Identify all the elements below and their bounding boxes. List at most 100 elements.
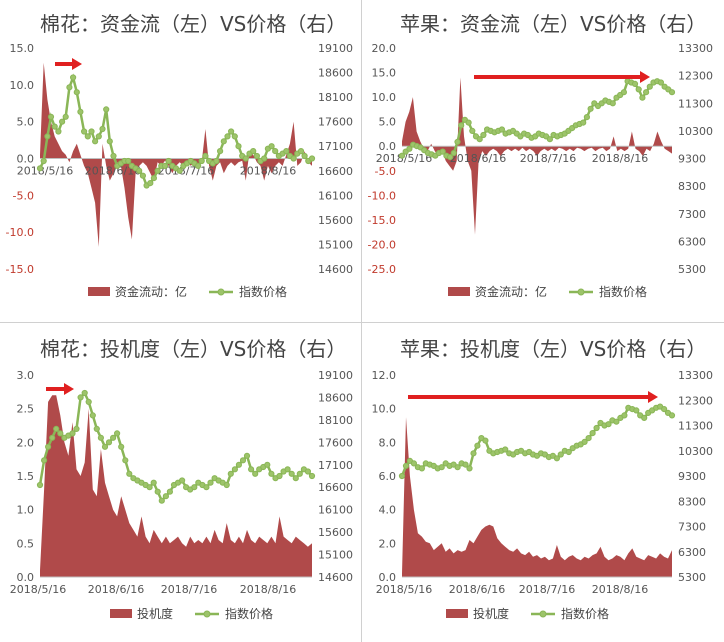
price-point <box>447 154 454 161</box>
price-point <box>235 461 242 468</box>
price-point <box>668 412 676 419</box>
right-axis-tick-label: 16600 <box>318 165 353 178</box>
trend-arrow-head <box>72 58 82 70</box>
horizontal-divider <box>0 322 724 323</box>
price-point <box>580 119 587 126</box>
left-axis-tick-label: 2.0 <box>17 436 35 449</box>
trend-arrow-head <box>640 71 650 83</box>
cotton-fund-flow-chart: 15.0 10.0 5.0 0.0 -5.0 -10.0 -15.0 19100 18600 18… <box>6 42 353 299</box>
legend-label-area: 投机度 <box>137 606 173 621</box>
price-point <box>410 460 418 467</box>
legend-swatch-marker <box>203 610 211 618</box>
price-point <box>402 462 410 469</box>
price-point <box>290 155 297 162</box>
price-point <box>546 136 553 143</box>
price-point <box>207 479 214 486</box>
price-point <box>231 466 238 473</box>
chart-title-apple-flow: 苹果：资金流（左）VS价格（右） <box>400 12 707 36</box>
price-point <box>482 437 489 444</box>
price-point <box>458 122 465 129</box>
price-point <box>635 86 642 93</box>
price-point <box>73 425 80 433</box>
price-point <box>179 477 186 484</box>
price-point <box>158 497 165 504</box>
price-point <box>450 149 457 157</box>
price-point <box>613 418 620 425</box>
right-axis-tick-label: 16600 <box>318 481 353 494</box>
legend-label-line: 指数价格 <box>599 284 647 299</box>
price-point <box>220 138 227 145</box>
price-point <box>308 472 316 480</box>
legend-label-line: 指数价格 <box>239 284 287 299</box>
price-point <box>110 152 117 160</box>
price-point <box>406 145 413 152</box>
price-point <box>101 443 109 450</box>
left-axis-tick-label: -15.0 <box>6 263 34 276</box>
price-point <box>235 143 242 150</box>
price-point <box>97 434 105 441</box>
area-series-投机度 <box>40 395 312 577</box>
price-point <box>154 488 161 495</box>
price-point <box>476 136 483 143</box>
price-point <box>66 84 73 91</box>
left-axis-tick-label: 0.0 <box>17 153 35 166</box>
price-point <box>268 470 275 477</box>
legend-swatch-area <box>110 609 132 618</box>
left-axis-tick-label: -10.0 <box>6 226 34 239</box>
x-axis-tick-label: 2018/6/16 <box>449 583 505 596</box>
price-point <box>633 407 640 414</box>
price-point <box>557 451 564 458</box>
price-point <box>95 133 102 140</box>
price-point <box>418 465 426 472</box>
price-point <box>84 133 91 140</box>
price-point <box>81 128 88 135</box>
right-axis-tick-label: 18100 <box>318 414 353 427</box>
right-axis-tick-label: 6300 <box>678 235 706 248</box>
price-point <box>620 89 627 96</box>
price-point <box>202 152 209 160</box>
price-point <box>93 425 100 433</box>
apple-fund-flow-chart: 20.0 15.0 10.0 5.0 0.0 -5.0 -10.0 -15.0 -20.0 -25… <box>368 42 713 299</box>
right-axis-tick-label: 6300 <box>678 546 706 559</box>
x-axis-tick-label: 2018/5/16 <box>376 152 432 165</box>
price-point <box>77 108 84 115</box>
price-point <box>203 484 210 491</box>
price-point <box>36 165 44 172</box>
trend-arrow-head <box>648 391 658 403</box>
price-point <box>198 157 205 165</box>
price-point <box>480 131 487 139</box>
left-axis-tick-label: 1.5 <box>17 470 35 483</box>
left-axis-tick-label: 15.0 <box>10 42 35 55</box>
x-axis-tick-label: 2018/6/16 <box>88 583 144 596</box>
right-axis-tick-label: 12300 <box>678 394 713 407</box>
price-point <box>272 148 279 155</box>
right-axis-tick-label: 17600 <box>318 436 353 449</box>
price-point <box>110 434 117 441</box>
price-point <box>276 472 283 480</box>
legend-label-area: 资金流动：亿 <box>475 284 547 299</box>
right-axis-tick-label: 13300 <box>678 369 713 382</box>
right-axis-tick-label: 11300 <box>678 97 713 110</box>
chart-title-cotton-spec: 棉花：投机度（左）VS价格（右） <box>40 337 347 361</box>
legend-label-area: 资金流动：亿 <box>115 284 187 299</box>
right-axis-tick-label: 13300 <box>678 42 713 55</box>
legend-swatch-area <box>446 609 468 618</box>
price-point <box>581 438 588 446</box>
legend-swatch-marker <box>539 610 547 618</box>
right-axis-tick-label: 16100 <box>318 504 353 517</box>
price-point <box>89 412 96 419</box>
price-point <box>118 443 125 450</box>
price-point <box>136 167 143 174</box>
price-point <box>114 430 121 437</box>
apple-speculation-chart: 12.0 10.0 8.0 6.0 4.0 2.0 0.0 13300 12300 11300 10… <box>372 369 714 621</box>
price-point <box>587 105 594 112</box>
price-point <box>224 133 231 140</box>
price-point <box>126 470 133 477</box>
right-axis-tick-label: 10300 <box>678 445 713 458</box>
price-point <box>161 162 169 169</box>
price-point <box>268 143 275 150</box>
price-point <box>88 128 95 135</box>
left-axis-tick-label: 20.0 <box>372 42 397 55</box>
left-axis-tick-label: 0.0 <box>379 140 397 153</box>
price-point <box>59 118 66 125</box>
